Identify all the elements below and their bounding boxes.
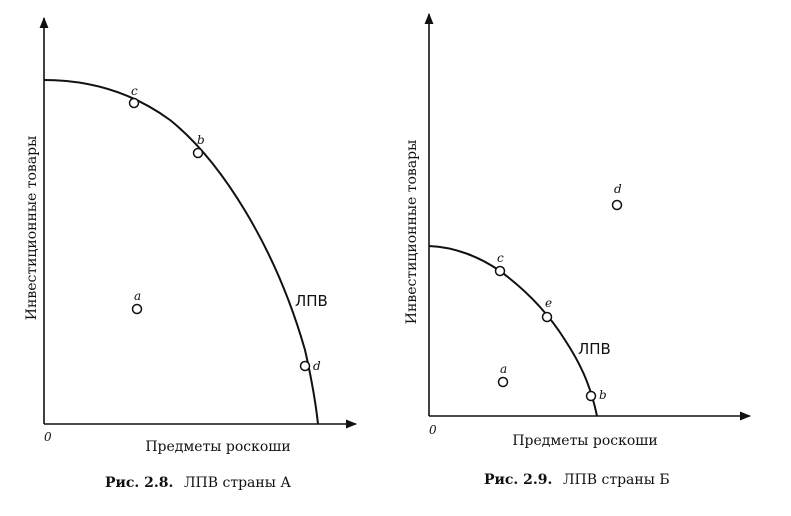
point-b-marker: [585, 390, 597, 402]
point-d-label: d: [614, 182, 622, 196]
point-c-marker: [128, 97, 140, 109]
point-c-marker: [494, 265, 506, 277]
point-a-label: a: [500, 362, 507, 376]
point-d-marker: [299, 360, 311, 372]
point-e-marker: [541, 311, 553, 323]
figure-2-9: 0 Инвестиционные товары Предметы роскоши…: [404, 12, 752, 488]
caption-text: ЛПВ страны А: [184, 475, 291, 491]
point-a-marker: [131, 303, 143, 315]
caption-number: Рис. 2.9.: [484, 472, 552, 488]
point-c-label: c: [497, 251, 504, 265]
figure-caption: Рис. 2.9. ЛПВ страны Б: [484, 472, 670, 488]
figure-caption: Рис. 2.8. ЛПВ страны А: [105, 475, 291, 491]
caption-number: Рис. 2.8.: [105, 475, 173, 491]
y-axis-label: Инвестиционные товары: [404, 140, 420, 324]
ppf-curve: [43, 79, 319, 425]
point-e-label: e: [545, 296, 552, 310]
caption-text: ЛПВ страны Б: [563, 472, 670, 488]
y-axis-label: Инвестиционные товары: [24, 136, 40, 320]
x-axis-label: Предметы роскоши: [512, 433, 657, 449]
point-b-marker: [192, 147, 204, 159]
origin-label: 0: [44, 430, 52, 444]
ppf-label: ЛПВ: [578, 340, 611, 358]
ppf-label: ЛПВ: [295, 292, 328, 310]
point-a-marker: [497, 376, 509, 388]
x-axis-label: Предметы роскоши: [145, 439, 290, 455]
point-b-label: b: [599, 388, 607, 402]
origin-label: 0: [429, 423, 437, 437]
point-c-label: c: [131, 84, 138, 98]
figure-2-8: 0 Инвестиционные товары Предметы роскоши…: [24, 16, 358, 491]
ppf-curve: [428, 245, 598, 417]
point-d-label: d: [313, 359, 321, 373]
point-d-marker: [611, 199, 623, 211]
point-a-label: a: [134, 289, 141, 303]
point-b-label: b: [197, 133, 205, 147]
